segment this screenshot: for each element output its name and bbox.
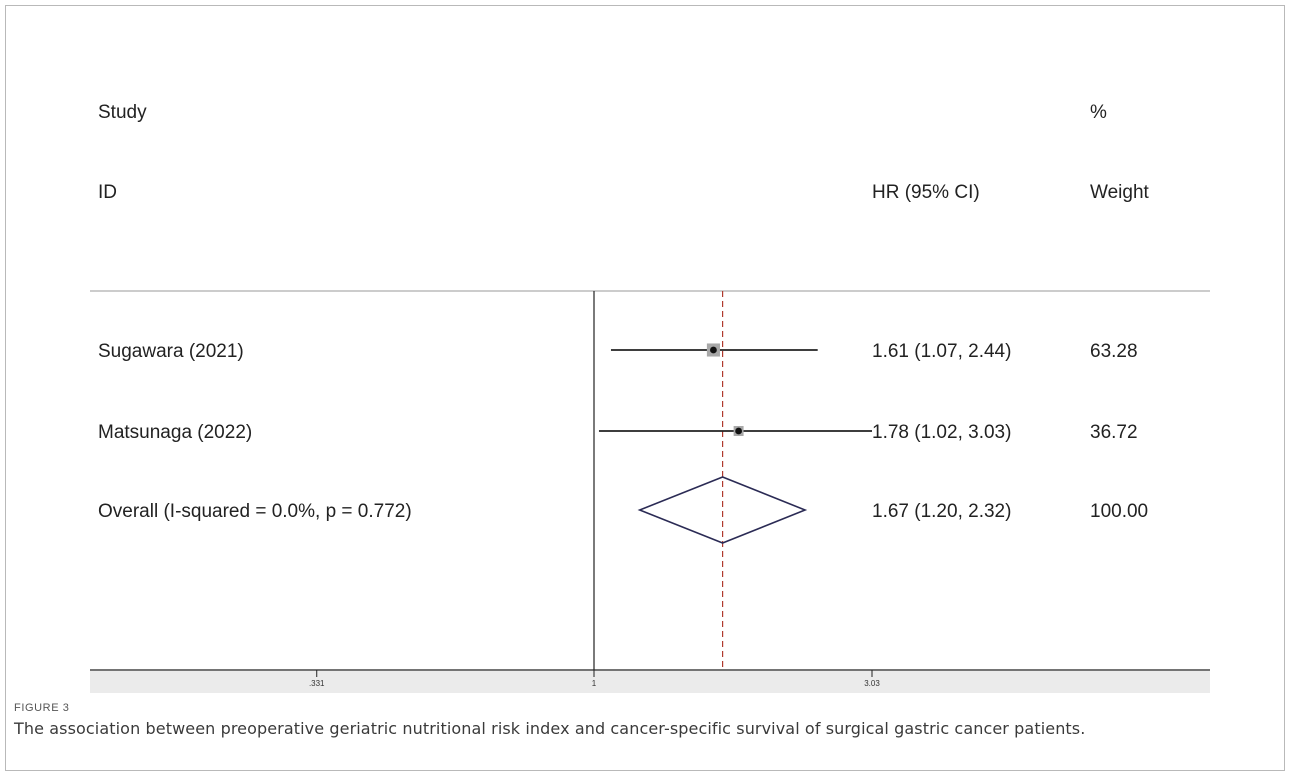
header-effect: HR (95% CI) (872, 182, 980, 203)
point-estimate (710, 346, 717, 354)
point-estimate (735, 427, 743, 435)
overall-hr-ci: 1.67 (1.20, 2.32) (872, 501, 1011, 522)
plot-marks: Sugawara (2021) 1.61 (1.07, 2.44) 63.28 Mat… (98, 291, 1148, 688)
study-hr-ci: 1.61 (1.07, 2.44) (872, 341, 1011, 362)
x-tick-label: 3.03 (864, 679, 880, 688)
study-label: Matsunaga (2022) (98, 422, 252, 443)
overall-label: Overall (I-squared = 0.0%, p = 0.772) (98, 501, 412, 522)
forest-plot: Study ID HR (95% CI) % Weight Sugawara (… (90, 102, 1210, 693)
header-study: Study (98, 102, 147, 123)
study-hr-ci: 1.78 (1.02, 3.03) (872, 422, 1011, 443)
header-id: ID (98, 182, 117, 203)
overall-diamond (637, 476, 808, 544)
study-weight: 36.72 (1090, 422, 1138, 443)
figure-label: FIGURE 3 (14, 702, 70, 714)
header-percent: % (1090, 102, 1107, 123)
overall-weight: 100.00 (1090, 501, 1148, 522)
figure-frame (5, 5, 1285, 771)
x-tick-label: 1 (592, 679, 597, 688)
x-tick-label: .331 (309, 679, 325, 688)
study-label: Sugawara (2021) (98, 341, 244, 362)
header-weight: Weight (1090, 182, 1150, 203)
axis-band (90, 671, 1210, 693)
figure-caption: The association between preoperative ger… (14, 719, 1086, 738)
study-weight: 63.28 (1090, 341, 1138, 362)
